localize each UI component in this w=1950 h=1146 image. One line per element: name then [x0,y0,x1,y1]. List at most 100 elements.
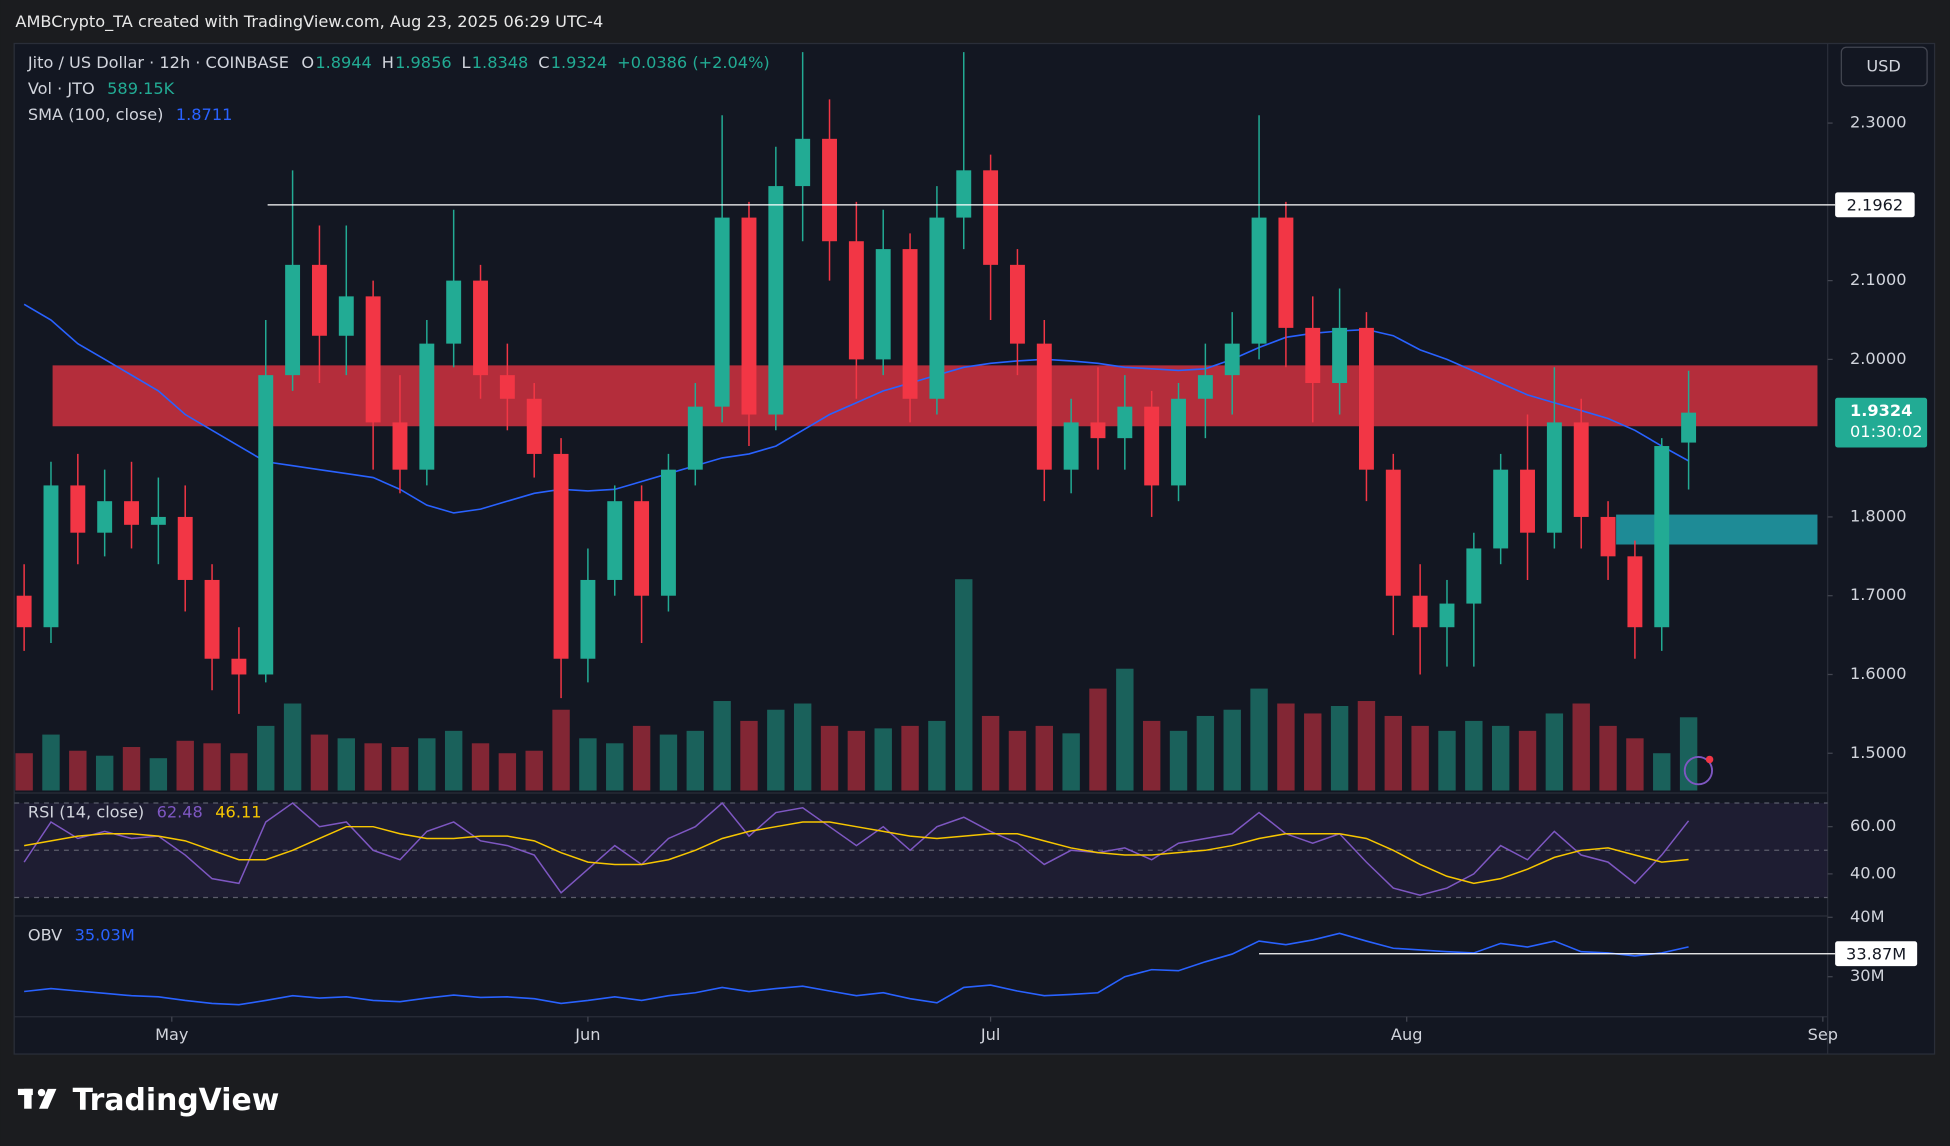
volume-bar [1518,730,1537,791]
y-tick-label: 1.5000 [1850,743,1906,762]
legend-value: 1.9856 [395,53,451,72]
candle-body [1493,469,1509,549]
y-tick-label: 1.6000 [1850,664,1906,683]
sma-name: SMA (100, close) [28,105,164,124]
last-price: 1.9324 [1850,401,1912,420]
volume-bar [847,730,866,791]
level-label-box [1835,192,1915,218]
candle-body [1358,327,1374,470]
candle-body [902,249,918,399]
candle-body [204,579,220,659]
volume-bar [793,703,812,791]
rsi-pane [14,801,1828,899]
rsi-tick-label: 40.00 [1850,863,1896,882]
candle-body [1600,516,1616,557]
legend-value: 1.8944 [315,53,371,72]
currency[interactable]: USD [1866,57,1901,76]
rsi-value: 62.48 [157,802,203,821]
x-tick-label: Jun [574,1025,600,1044]
currency-button[interactable] [1840,46,1928,87]
header: AMBCrypto_TA created with TradingView.co… [15,12,603,32]
logo-part [37,1088,46,1097]
candle-body [97,501,113,533]
candle-body [768,186,784,415]
candle-body [338,296,354,336]
volume-value: 589.15K [107,79,174,98]
alert-dot [1705,755,1714,764]
zone [1616,514,1818,545]
candle-body [1009,264,1025,344]
alert-icon[interactable] [1683,756,1714,786]
volume-bar [1169,730,1188,791]
candle-body [1117,406,1133,439]
volume-bar [337,738,355,791]
axes: 2.1962 2.3000 2.1000 2.0000 1.8000 1.7000 1.60… [27,53,1928,1044]
volume-bar [1089,688,1107,791]
obv-tick-label: 40M [1850,907,1884,926]
volume-bar [740,720,758,791]
candle-body [741,217,757,415]
candle-body [687,406,703,470]
candle-body [848,241,864,360]
x-tick-label: May [155,1025,189,1044]
volume-name: Vol · JTO [28,79,95,98]
volume-bar [659,734,678,791]
legend-key: L [462,53,471,72]
volume-bar [364,743,382,791]
candle-body [580,579,596,659]
volume-bar [981,715,1000,791]
volume-bar [874,728,892,791]
volume-bar [579,738,597,791]
volume-bar [471,743,490,791]
obv-pane [24,932,1689,1006]
candle-body [473,280,488,376]
candle-body [1305,327,1321,384]
level-label: 2.1962 [1847,196,1903,215]
candle-body [419,343,435,470]
candle-body [1546,422,1562,533]
volume-bar [1599,725,1617,791]
volume-bar [1357,701,1376,791]
volume-bar [149,758,168,791]
candle-body [1627,556,1643,628]
candle-body [124,501,139,525]
candle-body [1197,375,1213,399]
candle-body [231,658,247,675]
volume-bar [42,734,60,791]
candle-body [1412,595,1428,628]
candle-body [634,501,650,596]
volume-bar [391,747,409,791]
brand: TradingView [73,1083,280,1118]
countdown: 01:30:02 [1850,422,1923,441]
rsi-tick-label: 60.00 [1850,816,1896,835]
obv-value: 35.03M [75,925,135,944]
x-tick-label: Aug [1391,1025,1423,1044]
price-pane [15,52,1818,791]
volume-bar [1008,730,1027,791]
legend-value: 1.8348 [472,53,528,72]
x-tick-label: Jul [980,1025,1000,1044]
y-tick-label: 2.3000 [1850,113,1906,132]
volume-bar [767,709,785,791]
candle-body [1466,548,1482,604]
volume-bar [1304,713,1322,791]
obv-tick-label: 30M [1850,966,1884,985]
chart-panel [13,42,1936,1055]
volume-bar [95,755,114,791]
volume-bar [713,701,731,791]
legend-key: C [538,53,549,72]
candle-body [929,217,945,399]
y-tick-label: 2.0000 [1850,349,1906,368]
volume-bar [1465,720,1483,791]
volume-bar [928,720,946,791]
candle-body [1036,343,1052,470]
volume-bar [418,738,436,791]
obv-name: OBV [28,925,62,944]
logo-icon [17,1088,57,1109]
rsi-ma-value: 46.11 [215,802,261,821]
volume-bar [498,753,517,791]
obv-level-label: 33.87M [1846,944,1906,963]
volume-bar [1653,753,1671,791]
candle-body [1171,398,1186,486]
